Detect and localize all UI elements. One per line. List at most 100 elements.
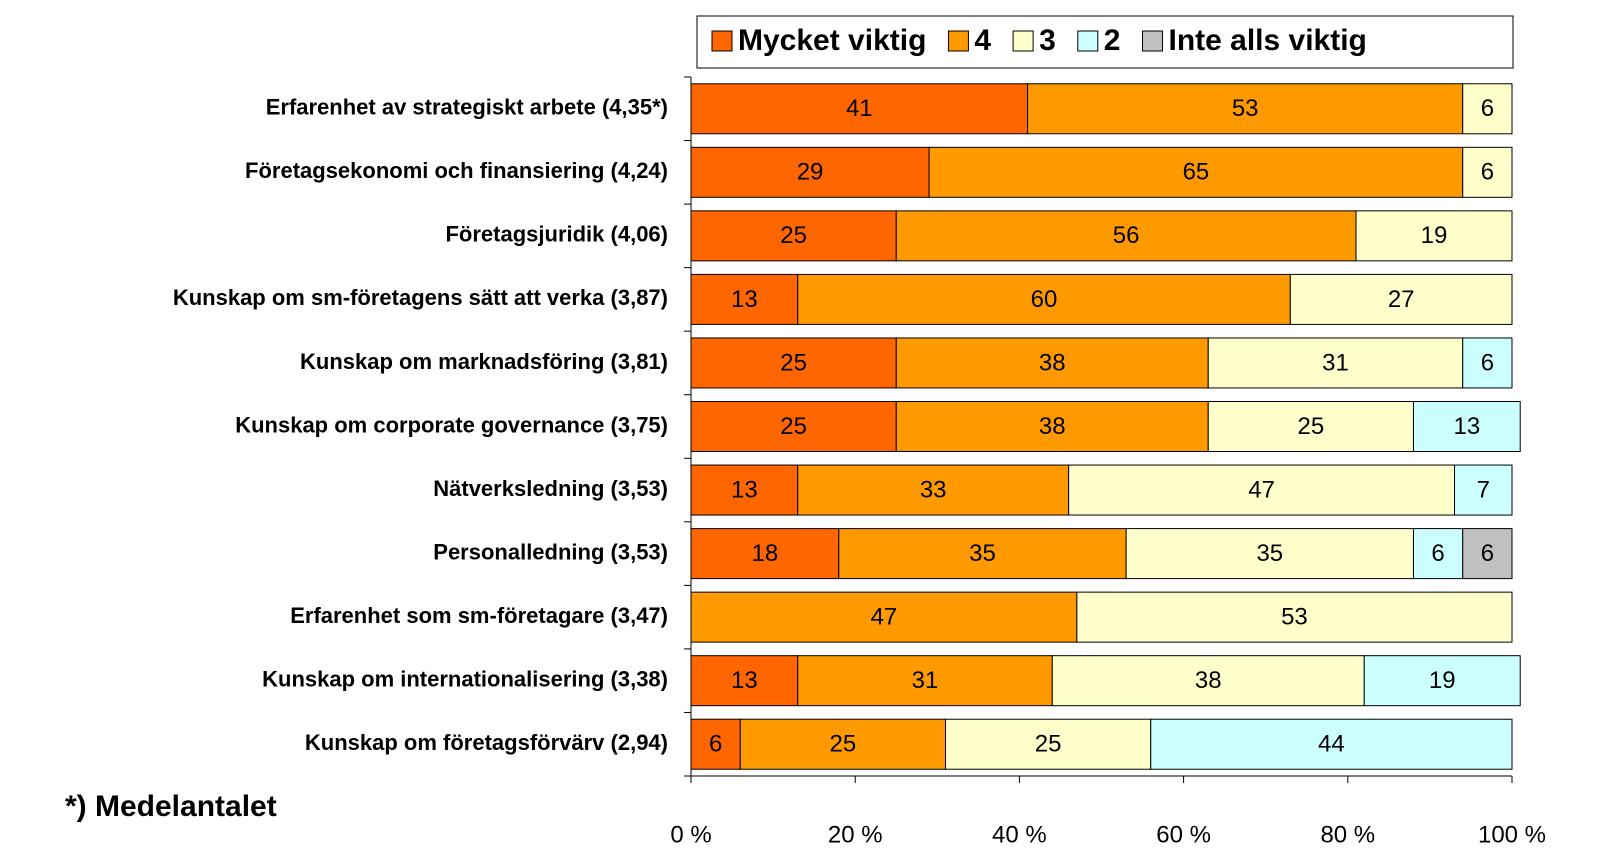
value-label: 56 — [1113, 222, 1140, 249]
bar-segment — [690, 401, 897, 452]
value-label: 25 — [1035, 731, 1062, 758]
category-label: Kunskap om sm-företagens sätt att verka … — [173, 285, 668, 310]
value-label: 13 — [731, 667, 758, 694]
value-label: 13 — [731, 286, 758, 313]
bar-segment — [739, 718, 947, 770]
bar-segment — [1068, 464, 1456, 516]
value-label: 31 — [912, 667, 939, 694]
bar-segment — [1454, 464, 1513, 516]
bar-segment — [690, 273, 799, 325]
value-label: 41 — [846, 95, 873, 122]
category-label: Kunskap om internationalisering (3,38) — [262, 666, 668, 691]
legend-swatch — [947, 30, 969, 52]
bar-segment — [1462, 528, 1513, 580]
value-label: 47 — [871, 603, 898, 630]
value-label: 7 — [1477, 476, 1490, 503]
bar-segment — [1125, 528, 1414, 580]
value-label: 13 — [1453, 413, 1480, 440]
legend-label: Inte alls viktig — [1168, 24, 1366, 57]
category-label: Kunskap om marknadsföring (3,81) — [300, 349, 668, 374]
value-label: 47 — [1248, 476, 1275, 503]
value-label: 18 — [752, 540, 779, 567]
value-label: 25 — [1298, 413, 1325, 440]
category-label: Erfarenhet av strategiskt arbete (4,35*) — [266, 95, 668, 120]
bar-segment — [1027, 83, 1464, 135]
x-tick-label: 60 % — [1156, 821, 1211, 848]
bar-segment — [1076, 591, 1513, 643]
value-label: 25 — [780, 349, 807, 376]
category-label: Kunskap om corporate governance (3,75) — [235, 412, 668, 437]
bar-segment — [690, 337, 897, 389]
x-tick-label: 20 % — [828, 821, 883, 848]
x-tick-label: 80 % — [1320, 821, 1375, 848]
category-label: Erfarenhet som sm-företagare (3,47) — [290, 603, 668, 628]
value-label: 6 — [1481, 349, 1494, 376]
legend-label: 4 — [974, 24, 991, 57]
bar-segment — [1207, 401, 1414, 452]
value-label: 29 — [797, 159, 824, 186]
footnote: *) Medelantalet — [65, 790, 277, 823]
x-tick-label: 40 % — [992, 821, 1047, 848]
value-label: 6 — [1431, 540, 1444, 567]
value-label: 27 — [1388, 286, 1415, 313]
bar-segment — [690, 655, 799, 707]
bar-segment — [1462, 83, 1513, 135]
bar-segment — [797, 464, 1070, 516]
bar-segment — [928, 146, 1464, 198]
bar-segment — [690, 528, 840, 580]
value-label: 31 — [1322, 349, 1349, 376]
bar-segment — [1462, 337, 1513, 389]
bar-segment — [895, 210, 1357, 262]
x-tick-label: 0 % — [670, 821, 711, 848]
bar-segment — [1355, 210, 1513, 262]
bar-segment — [797, 655, 1053, 707]
value-label: 60 — [1031, 286, 1058, 313]
bar-segment — [1289, 273, 1513, 325]
legend: Mycket viktig 4 3 2 Inte alls viktig — [696, 15, 1514, 69]
value-label: 19 — [1429, 667, 1456, 694]
value-label: 6 — [1481, 95, 1494, 122]
category-label: Nätverksledning (3,53) — [433, 476, 668, 501]
value-label: 38 — [1039, 349, 1066, 376]
category-label: Företagsekonomi och finansiering (4,24) — [245, 158, 668, 183]
legend-box — [696, 15, 1514, 69]
value-label: 44 — [1318, 731, 1345, 758]
value-label: 65 — [1183, 159, 1210, 186]
bar-segment — [690, 83, 1029, 135]
legend-swatch — [1077, 30, 1099, 52]
legend-label: 3 — [1039, 24, 1056, 57]
bar-segment — [895, 401, 1209, 452]
legend-label: 2 — [1104, 24, 1121, 57]
legend-label: Mycket viktig — [738, 24, 926, 57]
bar-segment — [797, 273, 1291, 325]
bar-segment — [895, 337, 1209, 389]
value-label: 38 — [1195, 667, 1222, 694]
value-label: 19 — [1421, 222, 1448, 249]
bar-segment — [1462, 146, 1513, 198]
bar-segment — [838, 528, 1127, 580]
bar-segment — [945, 718, 1152, 770]
bar-segment — [690, 464, 799, 516]
legend-swatch — [1012, 30, 1034, 52]
value-label: 25 — [830, 731, 857, 758]
category-label: Kunskap om företagsförvärv (2,94) — [305, 730, 668, 755]
value-label: 53 — [1281, 603, 1308, 630]
category-label: Företagsjuridik (4,06) — [445, 222, 668, 247]
bar-segment — [1363, 655, 1521, 707]
category-label: Personalledning (3,53) — [433, 539, 668, 564]
value-label: 53 — [1232, 95, 1259, 122]
value-label: 38 — [1039, 413, 1066, 440]
value-label: 6 — [1481, 159, 1494, 186]
bar-segment — [1412, 401, 1521, 452]
bar-segment — [1150, 718, 1513, 770]
value-label: 6 — [1481, 540, 1494, 567]
value-label: 35 — [969, 540, 996, 567]
x-tick-label: 100 % — [1478, 821, 1546, 848]
legend-swatch — [1141, 30, 1163, 52]
value-label: 25 — [780, 222, 807, 249]
value-label: 33 — [920, 476, 947, 503]
bar-segment — [1051, 655, 1365, 707]
value-label: 6 — [709, 731, 722, 758]
legend-swatch — [711, 30, 733, 52]
